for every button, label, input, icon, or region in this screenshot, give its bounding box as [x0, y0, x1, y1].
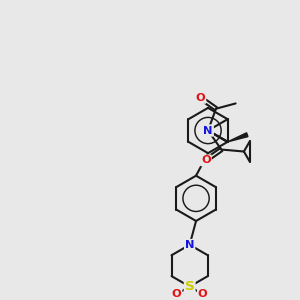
Text: N: N [203, 125, 213, 136]
Text: O: O [196, 93, 206, 103]
Text: O: O [201, 155, 211, 165]
Polygon shape [228, 133, 248, 142]
Text: O: O [198, 289, 208, 299]
Text: S: S [185, 280, 194, 293]
Text: O: O [172, 289, 182, 299]
Text: N: N [185, 240, 194, 250]
Text: N: N [203, 125, 213, 136]
